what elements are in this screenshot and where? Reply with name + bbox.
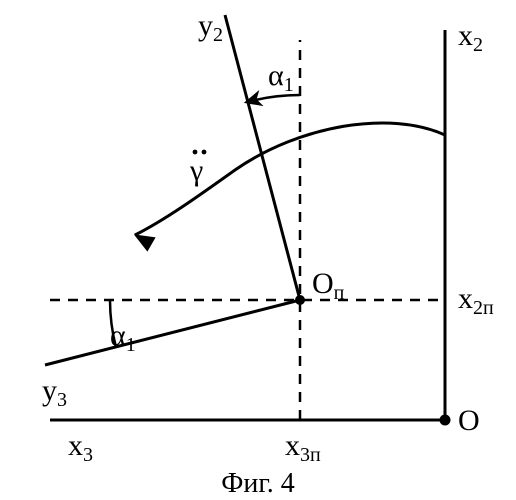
coordinate-diagram: x2 x3 x2п x3п O Oп y2 y3 α1 α1 γ Фиг. 4: [0, 0, 516, 500]
label-alpha1-bot: α1: [110, 319, 136, 356]
label-O: O: [458, 404, 480, 437]
label-x3n: x3п: [285, 429, 321, 466]
diagram-points: [295, 295, 451, 426]
label-y3: y3: [42, 374, 67, 411]
label-x3: x3: [68, 429, 93, 466]
label-y2: y2: [198, 9, 223, 46]
figure-caption: Фиг. 4: [221, 468, 294, 499]
label-x2n: x2п: [458, 282, 494, 319]
diagram-arcs: [110, 95, 445, 347]
label-gamma-ddot: γ: [189, 154, 203, 187]
label-On: Oп: [312, 267, 345, 304]
diagram-lines: [45, 15, 445, 420]
label-x2: x2: [458, 19, 483, 56]
diagram-labels: x2 x3 x2п x3п O Oп y2 y3 α1 α1 γ Фиг. 4: [42, 9, 494, 499]
label-alpha1-top: α1: [268, 59, 294, 96]
